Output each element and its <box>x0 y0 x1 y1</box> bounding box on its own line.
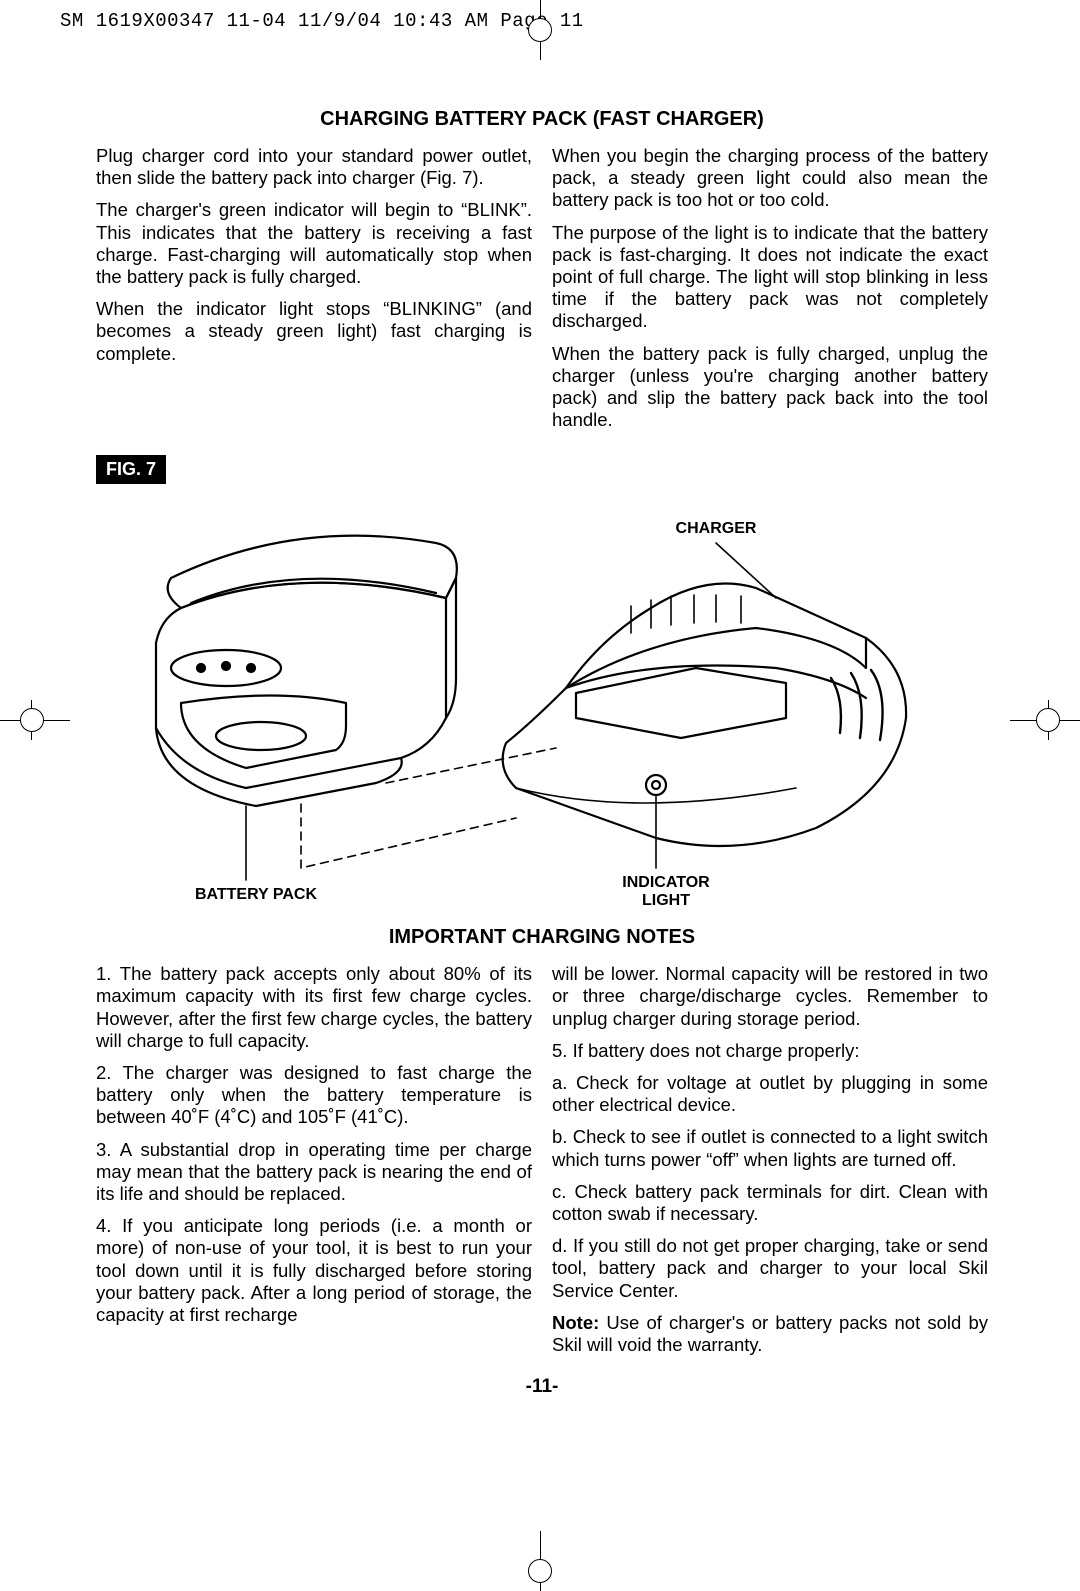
section2-col-left: 1. The battery pack accepts only about 8… <box>96 963 532 1356</box>
figure-7: CHARGER BATTERY PACK INDICATOR LIGHT <box>96 488 988 920</box>
callout-battery-pack: BATTERY PACK <box>176 886 336 904</box>
para: b. Check to see if outlet is connected t… <box>552 1126 988 1170</box>
callout-charger: CHARGER <box>656 520 776 538</box>
section1-col-left: Plug charger cord into your standard pow… <box>96 145 532 441</box>
para: Plug charger cord into your standard pow… <box>96 145 532 189</box>
note-label: Note: <box>552 1312 599 1333</box>
section1-col-right: When you begin the charging process of t… <box>552 145 988 441</box>
para: When the indicator light stops “BLINKING… <box>96 298 532 365</box>
note-text: Use of charger's or battery packs not so… <box>552 1312 988 1355</box>
para: When the battery pack is fully charged, … <box>552 343 988 432</box>
para: The purpose of the light is to indicate … <box>552 222 988 333</box>
crop-mark-right <box>1010 700 1080 740</box>
para: When you begin the charging process of t… <box>552 145 988 212</box>
page-content: CHARGING BATTERY PACK (FAST CHARGER) Plu… <box>96 108 988 1398</box>
section1-columns: Plug charger cord into your standard pow… <box>96 145 988 441</box>
para: d. If you still do not get proper chargi… <box>552 1235 988 1302</box>
figure-7-illustration <box>96 488 988 920</box>
para: 3. A substantial drop in operating time … <box>96 1139 532 1206</box>
para: will be lower. Normal capacity will be r… <box>552 963 988 1030</box>
section-title-notes: IMPORTANT CHARGING NOTES <box>96 926 988 949</box>
note-para: Note: Use of charger's or battery packs … <box>552 1312 988 1356</box>
section2-columns: 1. The battery pack accepts only about 8… <box>96 963 988 1356</box>
section-title-charging: CHARGING BATTERY PACK (FAST CHARGER) <box>96 108 988 131</box>
para: a. Check for voltage at outlet by pluggi… <box>552 1072 988 1116</box>
para: c. Check battery pack terminals for dirt… <box>552 1181 988 1225</box>
crop-mark-bottom <box>520 1531 560 1591</box>
manual-page: SM 1619X00347 11-04 11/9/04 10:43 AM Pag… <box>0 0 1080 1591</box>
crop-mark-left <box>0 700 70 740</box>
para: The charger's green indicator will begin… <box>96 199 532 288</box>
para: 1. The battery pack accepts only about 8… <box>96 963 532 1052</box>
callout-line1: INDICATOR <box>622 874 709 891</box>
para: 5. If battery does not charge properly: <box>552 1040 988 1062</box>
callout-indicator-light: INDICATOR LIGHT <box>601 874 731 909</box>
para: 4. If you anticipate long periods (i.e. … <box>96 1215 532 1326</box>
figure-label: FIG. 7 <box>96 455 166 484</box>
crop-mark-top <box>520 0 560 60</box>
para: 2. The charger was designed to fast char… <box>96 1062 532 1129</box>
section2-col-right: will be lower. Normal capacity will be r… <box>552 963 988 1356</box>
page-number: -11- <box>96 1376 988 1398</box>
callout-line2: LIGHT <box>642 892 690 909</box>
crop-header-text: SM 1619X00347 11-04 11/9/04 10:43 AM Pag… <box>60 10 584 32</box>
